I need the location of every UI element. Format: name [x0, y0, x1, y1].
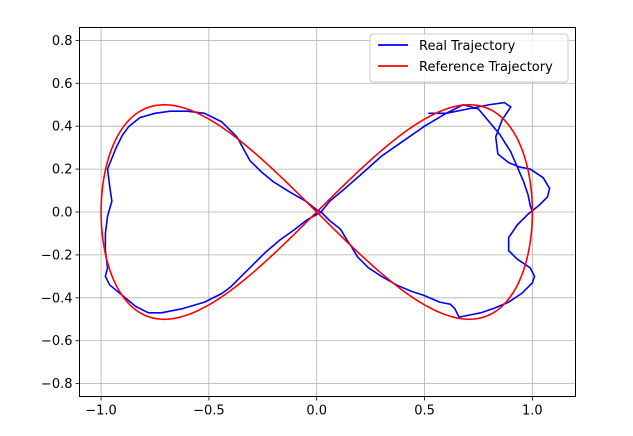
y-tick-label: −0.6 [41, 334, 73, 349]
y-tick-label: 0.6 [52, 77, 73, 92]
series-line-reference-trajectory [100, 103, 534, 321]
y-tick-label: 0.2 [52, 163, 73, 178]
x-tick-label: −1.0 [85, 404, 117, 419]
x-tick-label: 1.0 [522, 404, 543, 419]
x-tick-label: −0.5 [193, 404, 225, 419]
legend-box [369, 33, 569, 83]
ticks-layer: −1.0 −0.5 0.0 0.5 1.0 −0.8 −0.6 −0.4 −0.2 0.0 0.2 0… [41, 34, 543, 419]
y-tick-label: 0.4 [52, 120, 73, 135]
y-tick-label: −0.2 [41, 248, 73, 263]
y-tick-label: 0.0 [52, 206, 73, 221]
y-tick-label: −0.4 [41, 291, 73, 306]
legend-label-real: Real Trajectory [419, 39, 516, 54]
series-layer [100, 101, 551, 321]
x-tick-label: 0.5 [414, 404, 435, 419]
series-line-real-trajectory [104, 101, 551, 318]
y-tick-label: −0.8 [41, 377, 73, 392]
x-tick-label: 0.0 [306, 404, 327, 419]
legend-label-reference: Reference Trajectory [419, 60, 553, 75]
grid-layer [79, 27, 576, 397]
y-tick-label: 0.8 [52, 34, 73, 49]
legend: Real Trajectory Reference Trajectory [369, 33, 569, 83]
